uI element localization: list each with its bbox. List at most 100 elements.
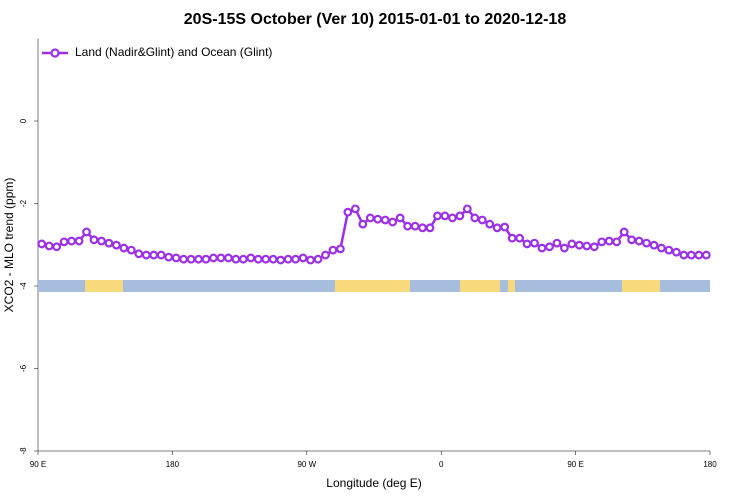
data-point	[552, 238, 562, 248]
data-point	[201, 254, 211, 264]
data-point	[186, 254, 196, 264]
data-point	[672, 247, 681, 257]
data-point	[470, 213, 480, 223]
data-point	[425, 223, 435, 233]
data-point	[388, 217, 398, 227]
data-point	[574, 240, 584, 250]
data-point	[350, 204, 360, 214]
data-point	[313, 254, 323, 264]
y-axis-label: XCO2 - MLO trend (ppm)	[2, 178, 16, 313]
data-point	[395, 213, 405, 223]
data-point	[298, 253, 308, 263]
data-point	[336, 244, 345, 254]
data-point	[164, 252, 174, 262]
data-point	[89, 235, 99, 245]
x-axis-label: Longitude (deg E)	[326, 476, 421, 490]
data-point	[418, 223, 427, 233]
land-band	[335, 280, 410, 292]
data-point	[530, 238, 539, 248]
y-tick-label: 0	[19, 118, 28, 123]
x-tick-label: 0	[439, 460, 444, 469]
x-tick-label: 180	[703, 460, 717, 469]
data-point	[619, 227, 629, 237]
y-tick-label: -6	[19, 364, 28, 372]
data-point	[253, 254, 263, 264]
data-point	[261, 254, 271, 264]
land-band	[85, 280, 123, 292]
data-point	[657, 243, 666, 253]
data-point	[97, 236, 106, 246]
data-point	[328, 245, 338, 255]
data-point	[358, 219, 368, 229]
x-tick-label: 90 E	[30, 460, 46, 469]
data-point	[179, 254, 189, 264]
data-point	[171, 253, 181, 263]
x-tick-label: 90 E	[567, 460, 583, 469]
data-point	[238, 254, 248, 264]
data-point	[373, 214, 383, 224]
data-point	[223, 253, 233, 263]
data-point	[507, 233, 517, 243]
data-point	[462, 204, 472, 214]
data-point	[380, 215, 390, 225]
legend-label: Land (Nadir&Glint) and Ocean (Glint)	[75, 45, 272, 59]
data-point	[522, 239, 532, 249]
data-point	[134, 249, 144, 259]
data-point	[500, 222, 510, 232]
data-point	[59, 237, 69, 247]
data-point	[597, 237, 607, 247]
data-point	[537, 243, 547, 253]
data-point	[126, 245, 136, 255]
data-point	[589, 242, 599, 252]
data-point	[283, 254, 293, 264]
data-point	[291, 254, 301, 264]
data-point	[410, 221, 420, 231]
land-band	[460, 280, 501, 292]
data-point	[455, 211, 465, 221]
y-tick-label: -8	[19, 447, 28, 455]
data-point	[321, 250, 330, 260]
data-point	[567, 239, 577, 249]
data-point	[642, 238, 651, 248]
data-point	[141, 250, 151, 260]
data-point	[343, 207, 353, 217]
data-point	[37, 239, 47, 249]
legend-marker	[50, 48, 60, 58]
land-band	[507, 280, 515, 292]
data-point	[216, 253, 226, 263]
data-point	[612, 237, 622, 247]
data-point	[649, 240, 659, 250]
data-point	[111, 240, 121, 250]
data-point	[485, 219, 495, 229]
data-point	[627, 235, 636, 245]
x-tick-label: 180	[166, 460, 180, 469]
data-point	[149, 250, 159, 260]
data-point	[701, 250, 711, 260]
data-point	[74, 236, 84, 246]
y-tick-label: -4	[19, 282, 28, 290]
data-point	[119, 243, 129, 253]
data-point	[276, 255, 286, 265]
data-point	[67, 236, 76, 246]
data-point	[52, 242, 62, 252]
data-point	[448, 213, 457, 223]
data-point	[582, 241, 592, 251]
data-point	[433, 211, 442, 221]
data-point	[686, 250, 696, 260]
data-point	[440, 211, 450, 221]
data-point	[104, 238, 114, 248]
x-tick-label: 90 W	[297, 460, 316, 469]
data-point	[403, 221, 413, 231]
y-tick-label: -2	[19, 199, 28, 207]
data-point	[545, 242, 554, 252]
data-point	[560, 243, 569, 253]
data-point	[268, 254, 278, 264]
data-point	[634, 236, 644, 246]
chart-title: 20S-15S October (Ver 10) 2015-01-01 to 2…	[184, 11, 567, 28]
data-point	[664, 245, 674, 255]
data-point	[365, 213, 375, 223]
data-point	[82, 227, 91, 237]
data-point	[44, 241, 54, 251]
